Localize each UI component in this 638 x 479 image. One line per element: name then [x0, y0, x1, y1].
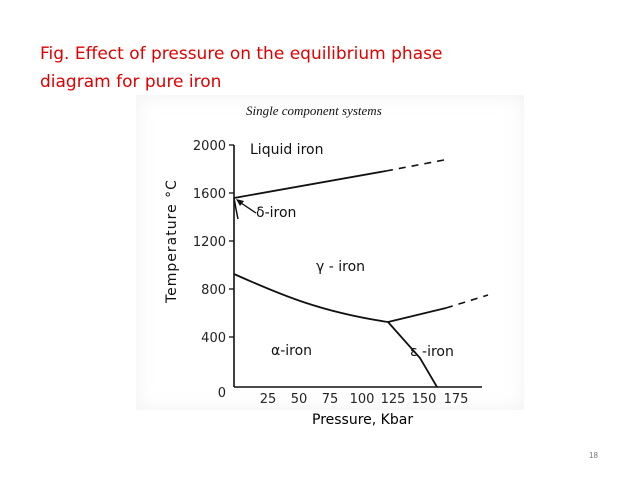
slide-title: Fig. Effect of pressure on the equilibri…	[40, 40, 600, 96]
alpha-epsilon-boundary	[387, 321, 438, 388]
y-tick-label-2000: 2000	[193, 139, 226, 154]
slide-title-line-2: diagram for pure iron	[40, 72, 222, 92]
x-axis-label: Pressure, Kbar	[312, 412, 414, 428]
y-tick-marks	[229, 144, 234, 338]
y-tick-label-1200: 1200	[193, 235, 226, 250]
alpha-gamma-boundary	[233, 273, 389, 323]
gamma-epsilon-boundary	[387, 307, 447, 323]
delta-gamma-boundary	[233, 197, 239, 220]
gamma-epsilon-boundary-extrapolated	[445, 294, 489, 309]
y-axis-title: Temperature °C	[164, 179, 180, 304]
region-label-alpha: α-iron	[271, 343, 312, 359]
region-label-liquid: Liquid iron	[250, 142, 323, 158]
slide-title-line-1: Fig. Effect of pressure on the equilibri…	[40, 44, 443, 64]
phase-diagram-figure: Single component systems 2000 1600 1200 …	[136, 95, 524, 410]
x-tick-label-75: 75	[322, 392, 339, 407]
figure-header: Single component systems	[246, 103, 382, 118]
x-tick-label-100: 100	[350, 392, 375, 407]
y-tick-label-800: 800	[201, 283, 226, 298]
x-tick-label-150: 150	[412, 392, 437, 407]
y-tick-label-400: 400	[201, 331, 226, 346]
delta-arrow-head	[236, 199, 244, 206]
x-tick-label-25: 25	[260, 392, 277, 407]
phase-diagram-svg: Single component systems 2000 1600 1200 …	[164, 103, 489, 407]
x-tick-label-175: 175	[444, 392, 469, 407]
region-label-delta: δ-iron	[256, 205, 296, 221]
region-label-gamma: γ - iron	[316, 259, 365, 275]
region-label-epsilon: ε -iron	[410, 344, 454, 360]
melting-curve	[233, 170, 387, 199]
x-tick-label-125: 125	[381, 392, 406, 407]
y-tick-label-1600: 1600	[193, 187, 226, 202]
y-tick-label-0: 0	[218, 386, 226, 401]
page-number: 18	[589, 451, 598, 460]
x-tick-label-50: 50	[291, 392, 308, 407]
melting-curve-extrapolated	[385, 159, 445, 172]
